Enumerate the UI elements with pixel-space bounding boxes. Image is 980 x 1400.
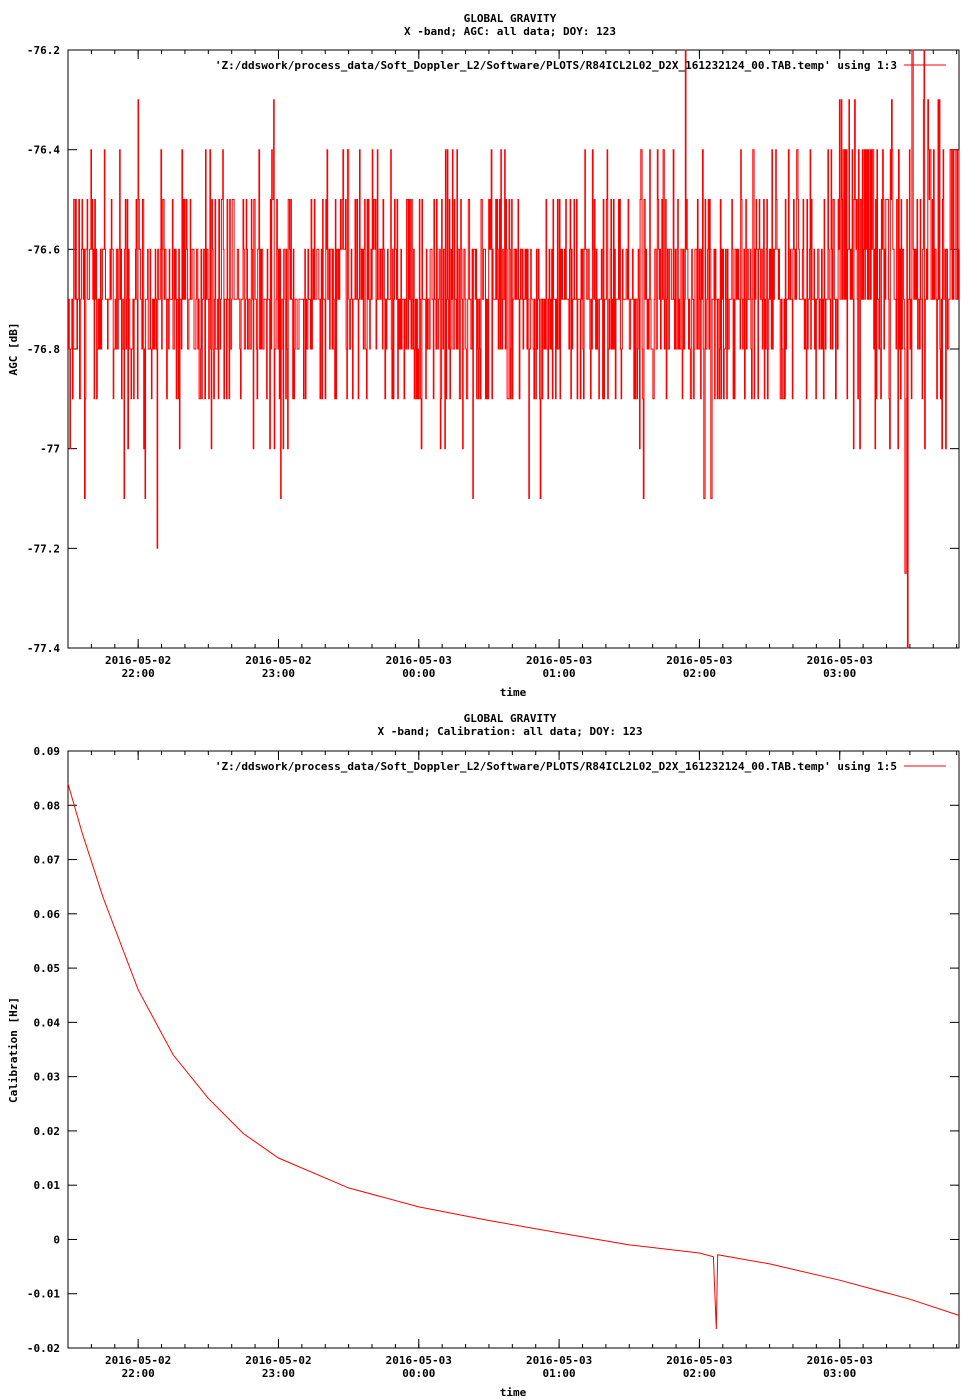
y-tick-label: -77.2 [27, 542, 60, 555]
chart-title: GLOBAL GRAVITY [464, 712, 557, 725]
x-tick-time: 03:00 [823, 667, 856, 680]
x-tick-time: 02:00 [683, 1367, 716, 1380]
x-axis-label: time [500, 686, 527, 699]
x-tick-date: 2016-05-02 [245, 1354, 311, 1367]
x-tick-time: 00:00 [402, 667, 435, 680]
x-tick-date: 2016-05-03 [666, 1354, 732, 1367]
y-tick-label: -76.6 [27, 243, 60, 256]
x-tick-date: 2016-05-03 [386, 1354, 452, 1367]
x-tick-time: 01:00 [543, 667, 576, 680]
calibration-chart: GLOBAL GRAVITY X -band; Calibration: all… [7, 712, 960, 1399]
y-tick-label: 0.06 [34, 908, 61, 921]
x-axis-ticks: 2016-05-0222:002016-05-0223:002016-05-03… [67, 50, 958, 680]
chart-subtitle: X -band; Calibration: all data; DOY: 123 [378, 725, 643, 738]
x-tick-date: 2016-05-03 [807, 654, 873, 667]
y-axis-label: AGC [dB] [7, 323, 20, 376]
legend-entry-label: 'Z:/ddswork/process_data/Soft_Doppler_L2… [215, 59, 897, 72]
agc-chart: GLOBAL GRAVITY X -band; AGC: all data; D… [7, 12, 960, 699]
y-tick-label: -77.4 [27, 642, 60, 655]
x-tick-time: 22:00 [122, 667, 155, 680]
agc-series-line [68, 49, 960, 649]
legend-entry-label: 'Z:/ddswork/process_data/Soft_Doppler_L2… [215, 760, 897, 773]
y-tick-label: 0.04 [34, 1016, 61, 1029]
y-tick-label: 0.03 [34, 1071, 61, 1084]
x-tick-time: 22:00 [122, 1367, 155, 1380]
x-tick-time: 23:00 [262, 667, 295, 680]
x-tick-date: 2016-05-03 [386, 654, 452, 667]
calibration-series-line [67, 783, 960, 1330]
legend: 'Z:/ddswork/process_data/Soft_Doppler_L2… [215, 59, 946, 72]
y-axis-label: Calibration [Hz] [7, 997, 20, 1103]
y-axis-ticks: 0.09 0.08 0.07 0.06 0.05 0.04 0.03 0.02 0.01 0 -0.… [27, 745, 959, 1355]
y-tick-label: 0.05 [34, 962, 61, 975]
x-tick-date: 2016-05-02 [245, 654, 311, 667]
plot-frame [67, 750, 960, 1349]
x-tick-date: 2016-05-03 [666, 654, 732, 667]
y-tick-label: 0.01 [34, 1179, 61, 1192]
y-tick-label: -0.02 [27, 1342, 60, 1355]
y-tick-label: -76.2 [27, 44, 60, 57]
y-tick-label: -77 [40, 443, 60, 456]
y-tick-label: -0.01 [27, 1288, 60, 1301]
x-tick-date: 2016-05-03 [526, 654, 592, 667]
x-axis-ticks: 2016-05-0222:002016-05-0223:002016-05-03… [67, 751, 958, 1380]
x-tick-time: 03:00 [823, 1367, 856, 1380]
y-tick-label: 0.02 [34, 1125, 61, 1138]
y-tick-label: -76.8 [27, 343, 60, 356]
x-tick-date: 2016-05-02 [105, 654, 171, 667]
y-tick-label: 0 [53, 1233, 60, 1246]
legend: 'Z:/ddswork/process_data/Soft_Doppler_L2… [215, 760, 946, 773]
chart-subtitle: X -band; AGC: all data; DOY: 123 [404, 25, 616, 38]
chart-title: GLOBAL GRAVITY [464, 12, 557, 25]
x-tick-time: 00:00 [402, 1367, 435, 1380]
x-tick-date: 2016-05-02 [105, 1354, 171, 1367]
x-tick-time: 02:00 [683, 667, 716, 680]
x-tick-time: 01:00 [543, 1367, 576, 1380]
y-tick-label: 0.07 [34, 854, 61, 867]
x-axis-label: time [500, 1386, 527, 1399]
y-tick-label: -76.4 [27, 144, 60, 157]
x-tick-time: 23:00 [262, 1367, 295, 1380]
y-tick-label: 0.09 [34, 745, 61, 758]
y-tick-label: 0.08 [34, 799, 61, 812]
x-tick-date: 2016-05-03 [526, 1354, 592, 1367]
x-tick-date: 2016-05-03 [807, 1354, 873, 1367]
